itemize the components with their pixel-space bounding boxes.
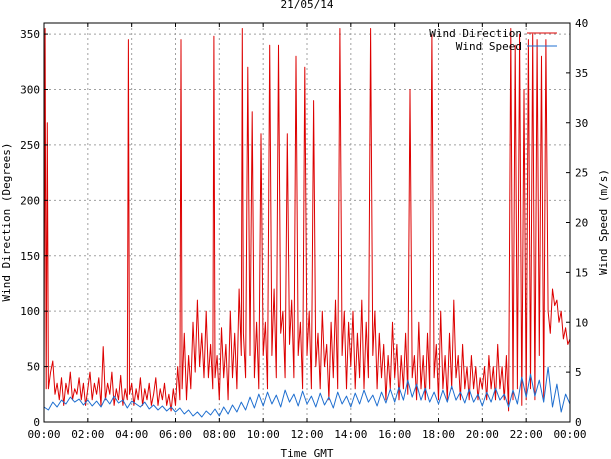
y-tick-label-right: 20 [575,217,588,230]
y-tick-label-left: 200 [20,194,40,207]
x-tick-label: 16:00 [378,428,411,441]
x-tick-label: 08:00 [203,428,236,441]
y-tick-label-left: 300 [20,84,40,97]
x-tick-label: 20:00 [466,428,499,441]
x-tick-label: 00:00 [27,428,60,441]
x-axis-label: Time GMT [281,447,334,459]
x-tick-label: 14:00 [334,428,367,441]
x-tick-label: 10:00 [247,428,280,441]
y-tick-label-left: 100 [20,305,40,318]
series-line-wind-speed [43,366,571,418]
y-tick-label-left: 150 [20,250,40,263]
y-axis-label-left: Wind Direction (Degrees) [0,143,13,302]
y-tick-label-right: 40 [575,17,588,30]
x-tick-label: 06:00 [159,428,192,441]
y-tick-label-right: 5 [575,366,582,379]
y-tick-label-right: 15 [575,266,588,279]
legend: Wind Direction Wind Speed [429,27,557,53]
y-tick-label-right: 0 [575,416,582,429]
x-tick-label: 00:00 [553,428,586,441]
series-layer [43,28,571,418]
y-tick-label-right: 35 [575,67,588,80]
grid [44,23,570,422]
y-tick-label-right: 30 [575,117,588,130]
y-tick-label-left: 350 [20,28,40,41]
x-tick-label: 18:00 [422,428,455,441]
x-tick-label: 04:00 [115,428,148,441]
series-line-wind-direction [43,28,571,412]
x-tick-label: 02:00 [71,428,104,441]
ticks: 00:00 02:00 04:00 06:00 08:00 10:00 12:00 14:00… [20,17,588,441]
y-axis-label-right: Wind Speed (m/s) [597,169,610,275]
y-tick-label-left: 250 [20,139,40,152]
chart-title: 21/05/14 [281,0,334,11]
legend-label-direction: Wind Direction [429,27,522,40]
legend-label-speed: Wind Speed [456,40,522,53]
x-tick-label: 22:00 [510,428,543,441]
y-tick-label-left: 50 [27,361,40,374]
x-tick-label: 12:00 [290,428,323,441]
y-tick-label-right: 25 [575,167,588,180]
y-tick-label-right: 10 [575,316,588,329]
y-tick-label-left: 0 [33,416,40,429]
